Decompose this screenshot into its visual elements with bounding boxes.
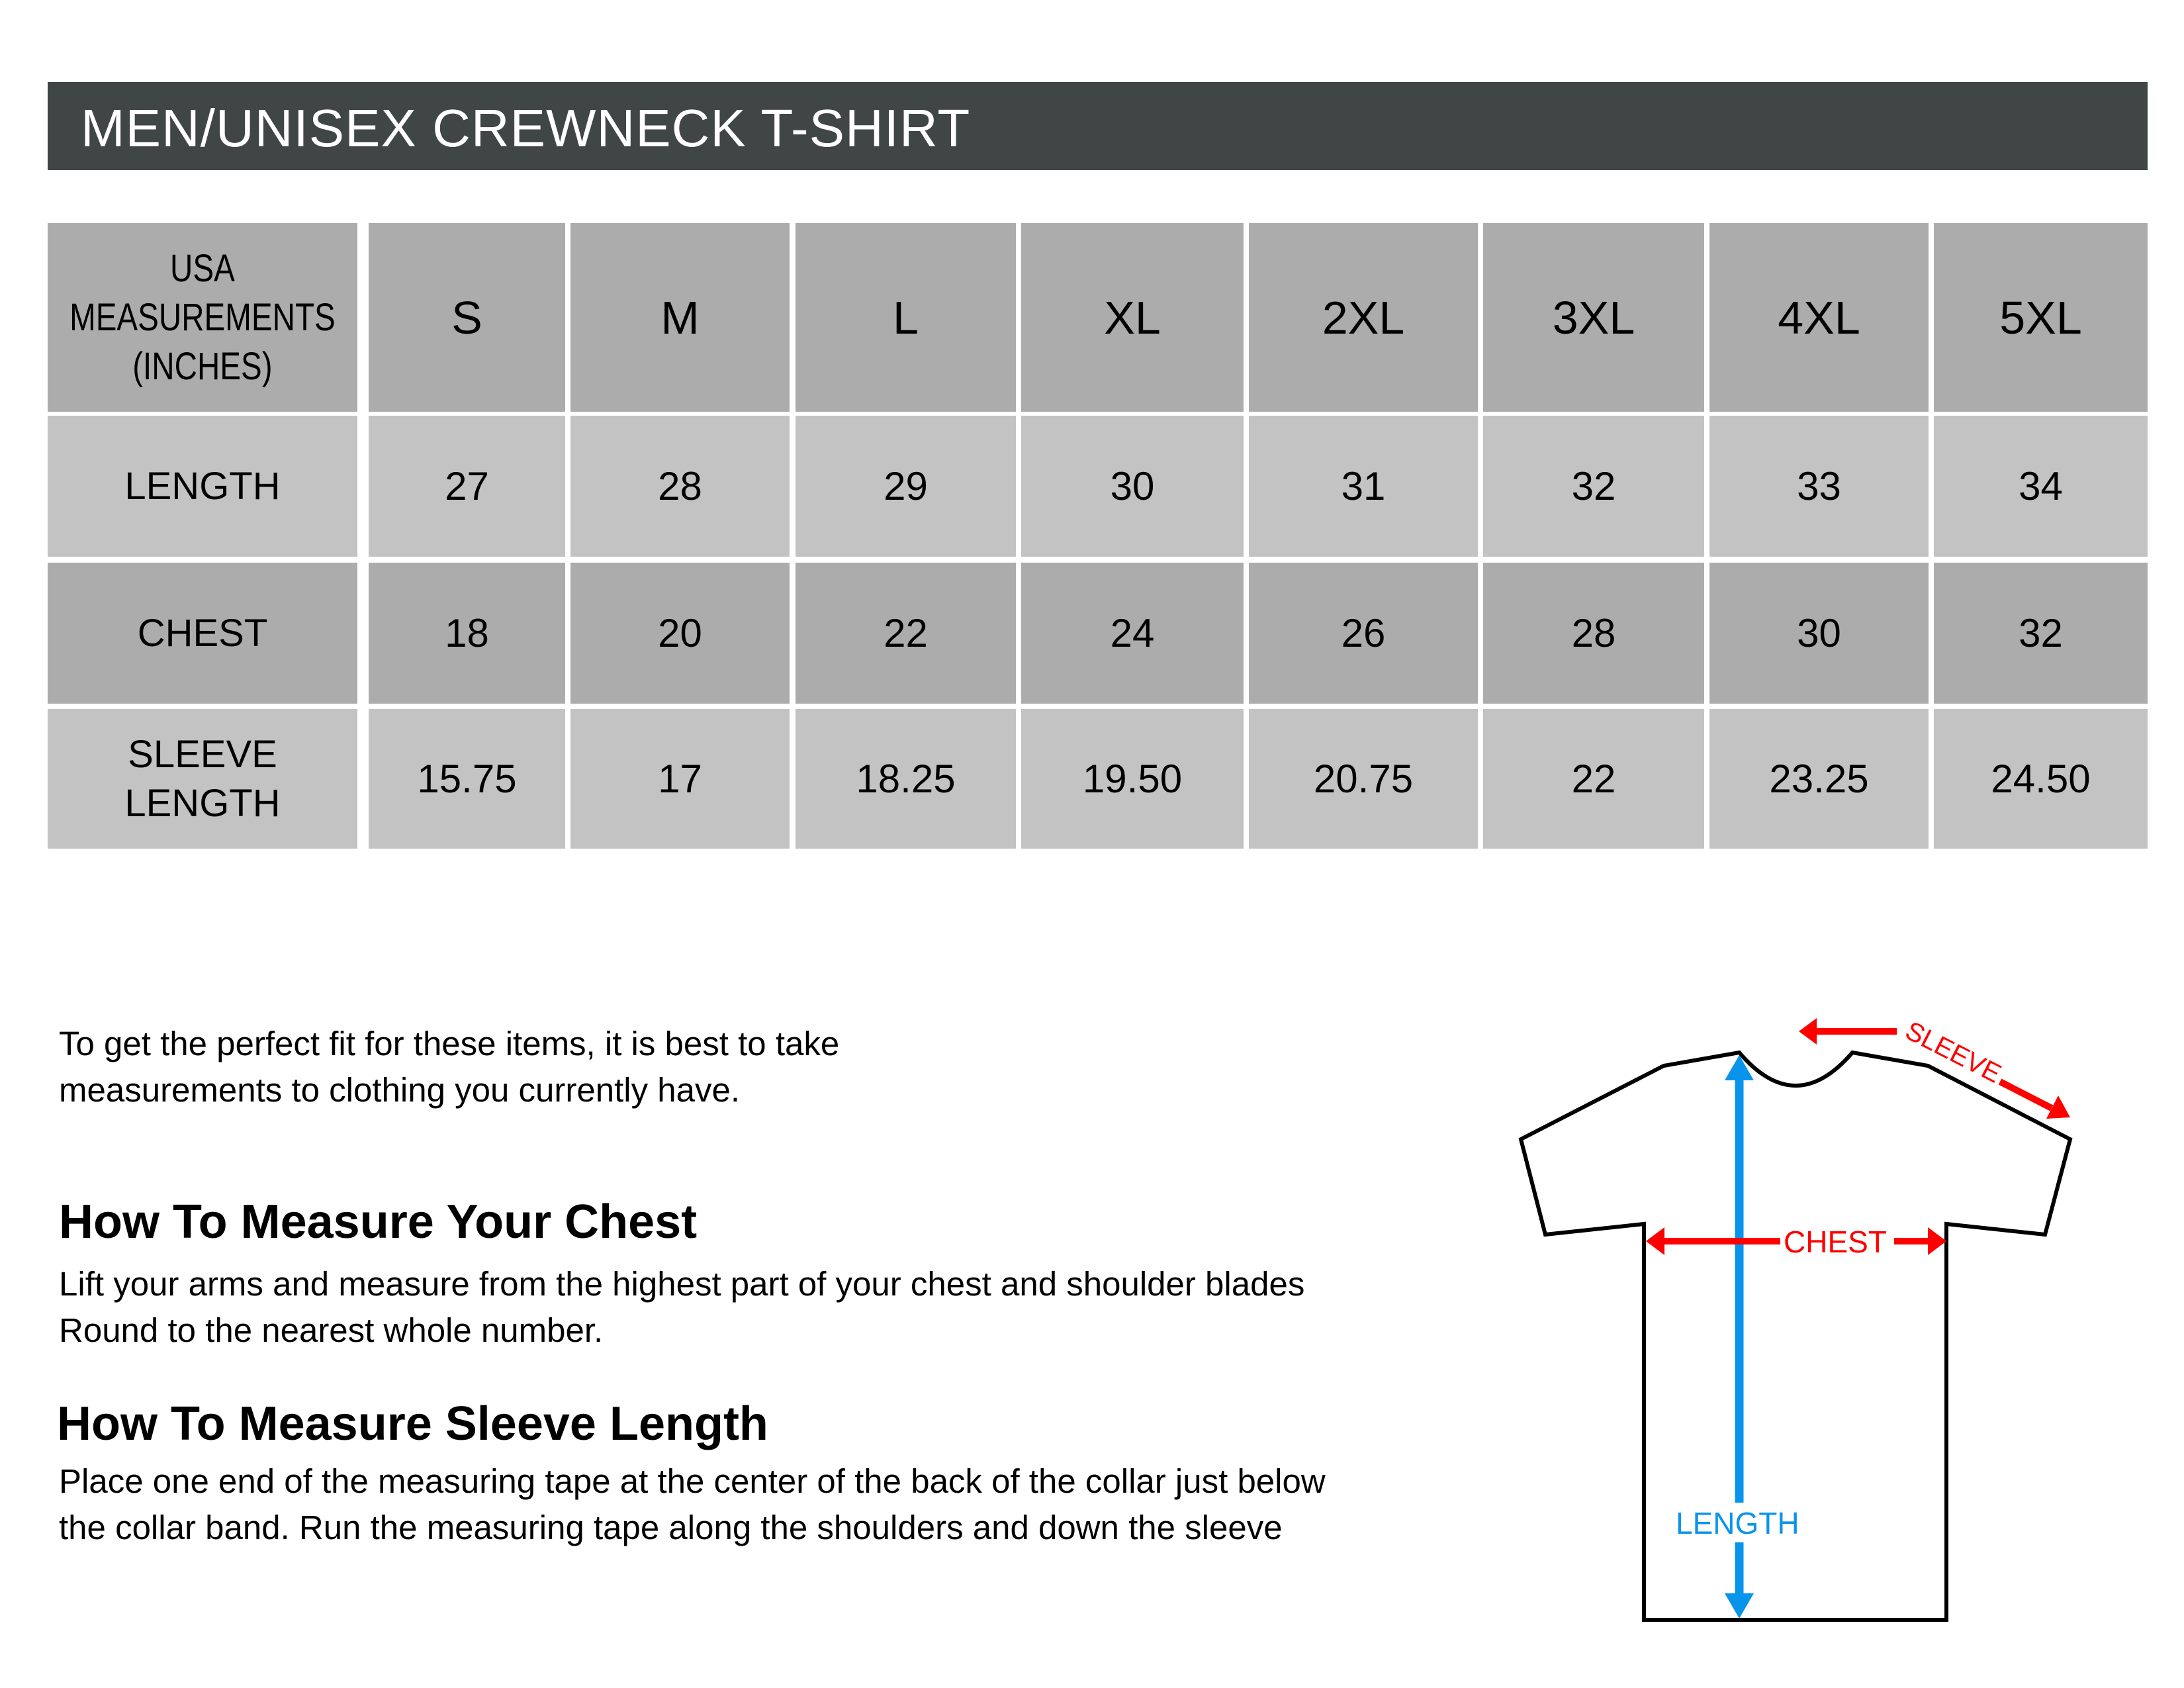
size-header-cell: S [369, 223, 565, 412]
value-cell: 19.50 [1021, 709, 1244, 849]
value-cell: 24 [1021, 563, 1244, 704]
value-cell: 17 [570, 709, 790, 849]
size-header-cell: M [570, 223, 790, 412]
tshirt-outline [1518, 1050, 2073, 1622]
corner-header-line: (INCHES) [132, 344, 273, 388]
row-label-cell: LENGTH [48, 416, 357, 557]
value-cell: 33 [1709, 416, 1929, 557]
size-header-cell: L [796, 223, 1016, 412]
value-cell: 15.75 [369, 709, 565, 849]
row-label-line: LENGTH [124, 781, 281, 825]
size-header-cell: 2XL [1249, 223, 1478, 412]
value-cell: 18 [369, 563, 565, 704]
size-header-cell: 4XL [1709, 223, 1929, 412]
length-arrow [1725, 1055, 1754, 1618]
value-cell: 32 [1934, 563, 2148, 704]
chest-heading: How To Measure Your Chest [59, 1196, 698, 1248]
value-cell: 23.25 [1709, 709, 1929, 849]
value-cell: 24.50 [1934, 709, 2148, 849]
chest-line: Round to the nearest whole number. [59, 1311, 604, 1349]
sleeve-line: the collar band. Run the measuring tape … [59, 1509, 1283, 1546]
sleeve-heading: How To Measure Sleeve Length [57, 1397, 768, 1450]
intro-text: To get the perfect fit for these items, … [59, 1021, 839, 1113]
size-header-cell: 5XL [1934, 223, 2148, 412]
sleeve-arrow [1799, 1018, 2070, 1119]
value-cell: 22 [1483, 709, 1704, 849]
value-cell: 20.75 [1249, 709, 1478, 849]
chest-instructions: Lift your arms and measure from the high… [59, 1261, 1304, 1354]
value-cell: 34 [1934, 416, 2148, 557]
value-cell: 31 [1249, 416, 1478, 557]
value-cell: 30 [1021, 416, 1244, 557]
value-cell: 26 [1249, 563, 1478, 704]
corner-header-cell: USA MEASUREMENTS (INCHES) [48, 223, 357, 412]
value-cell: 28 [1483, 563, 1704, 704]
value-cell: 22 [796, 563, 1016, 704]
value-cell: 30 [1709, 563, 1929, 704]
value-cell: 32 [1483, 416, 1704, 557]
value-cell: 29 [796, 416, 1016, 557]
corner-header-line: MEASUREMENTS [69, 295, 336, 339]
page-title: MEN/UNISEX CREWNECK T-SHIRT [81, 99, 971, 158]
value-cell: 28 [570, 416, 790, 557]
value-cell: 18.25 [796, 709, 1016, 849]
size-header-cell: 3XL [1483, 223, 1704, 412]
value-cell: 20 [570, 563, 790, 704]
row-label-cell: SLEEVE LENGTH [48, 709, 357, 849]
chest-arrow [1646, 1227, 1946, 1255]
corner-header-line: USA [170, 246, 235, 290]
size-header-cell: XL [1021, 223, 1244, 412]
title-bar: MEN/UNISEX CREWNECK T-SHIRT [48, 82, 2148, 170]
sleeve-line: Place one end of the measuring tape at t… [59, 1462, 1326, 1500]
length-label: LENGTH [1676, 1506, 1799, 1540]
chest-line: Lift your arms and measure from the high… [59, 1265, 1305, 1303]
row-label-line: SLEEVE [128, 732, 277, 776]
intro-line: measurements to clothing you currently h… [59, 1071, 741, 1109]
row-label-cell: CHEST [48, 563, 357, 704]
sleeve-instructions: Place one end of the measuring tape at t… [59, 1458, 1326, 1551]
chest-label: CHEST [1784, 1225, 1887, 1259]
intro-line: To get the perfect fit for these items, … [59, 1025, 840, 1062]
value-cell: 27 [369, 416, 565, 557]
